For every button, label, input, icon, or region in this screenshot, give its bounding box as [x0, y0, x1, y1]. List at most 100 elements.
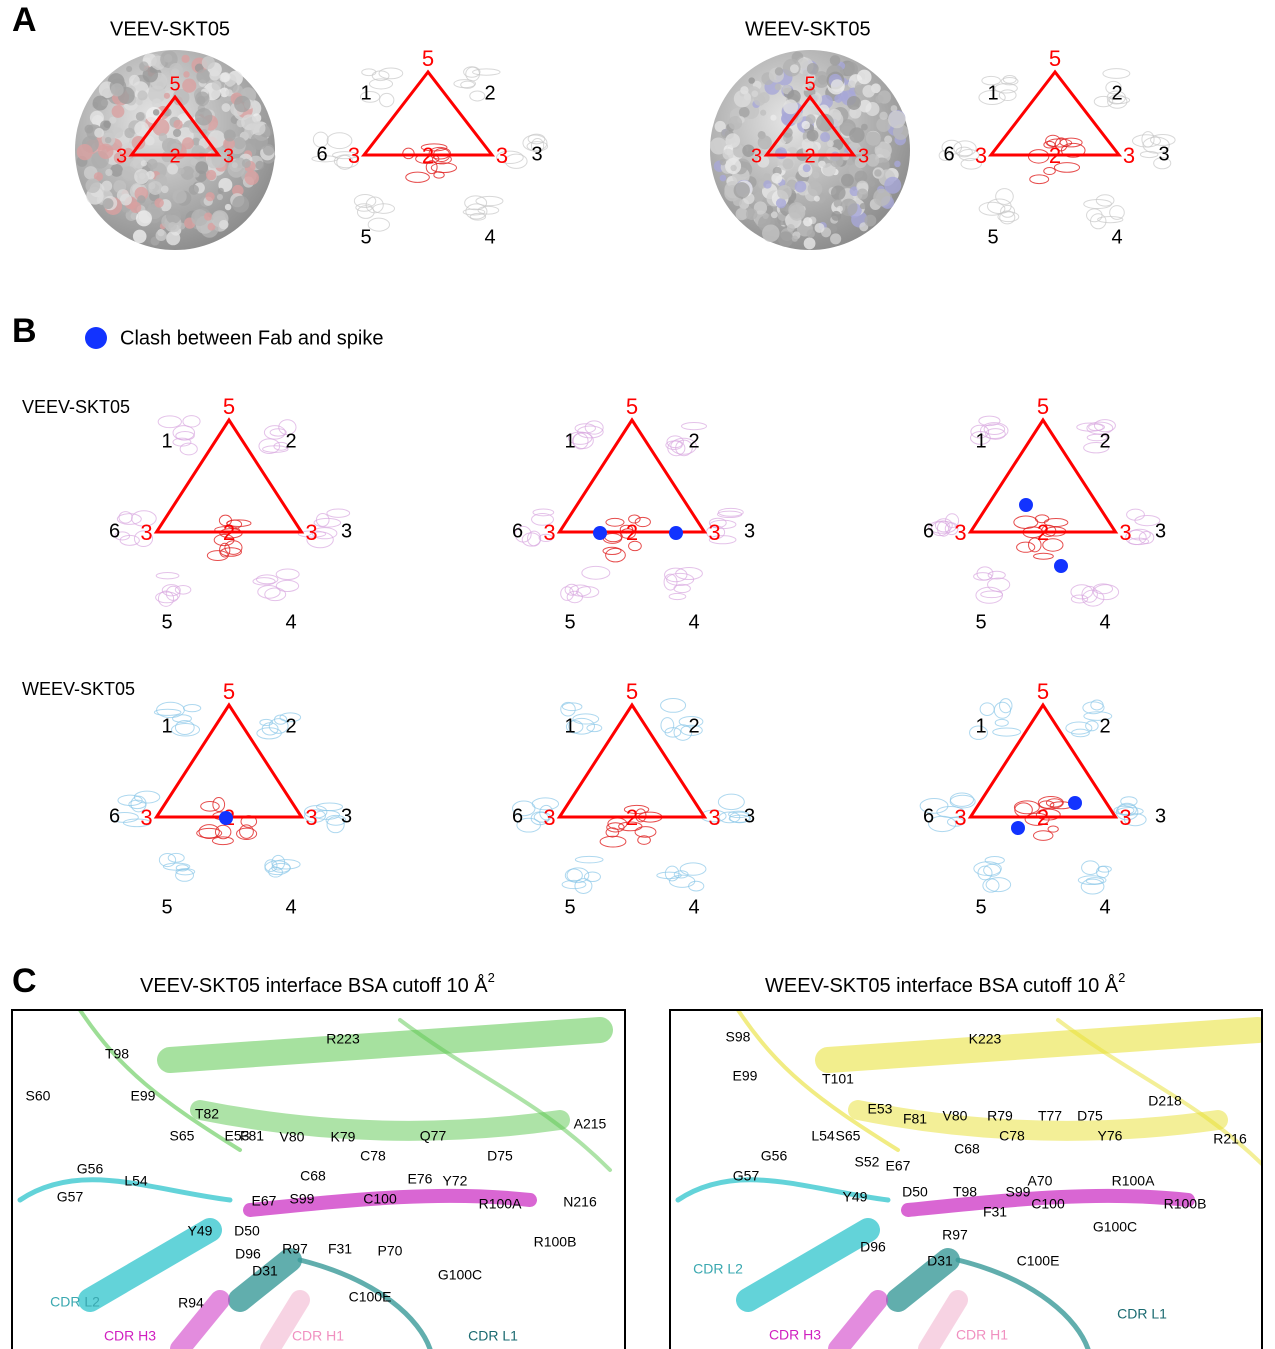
surface-bump: [85, 178, 100, 193]
surface-bump: [884, 177, 901, 194]
cdr-label: CDR H1: [956, 1327, 1008, 1343]
vertex-label: 3: [496, 143, 508, 168]
fab-blob: [1014, 516, 1038, 528]
ribbon: [90, 1230, 210, 1300]
surface-bump: [830, 55, 841, 66]
surface-bump: [196, 69, 210, 83]
surface-bump: [771, 173, 782, 184]
surface-bump: [775, 83, 782, 90]
residue-label: C100: [363, 1191, 397, 1207]
panel-title: WEEV-SKT05 interface BSA cutoff 10 Å2: [765, 970, 1125, 997]
unit-label: 5: [564, 896, 575, 918]
panel-label: A: [12, 1, 37, 39]
residue-label: R97: [942, 1227, 968, 1243]
figure: A VEEV-SKT05 WEEV-SKT05 B Clash between …: [0, 0, 1275, 1349]
residue-label: E53: [225, 1128, 250, 1144]
surface-bump: [770, 115, 776, 121]
density-blob: [470, 91, 485, 101]
surface-bump: [178, 168, 185, 175]
surface-bump: [101, 99, 108, 106]
density-blob: [993, 728, 1021, 736]
fab-blob: [1060, 138, 1082, 147]
density-blob: [680, 863, 706, 875]
surface-bump: [205, 192, 214, 201]
density-blob: [981, 591, 1003, 598]
surface-bump: [760, 110, 766, 116]
surface-bump: [808, 182, 823, 197]
surface-bump: [862, 85, 875, 98]
density-blob: [362, 69, 376, 76]
surface-bump: [112, 105, 125, 118]
surface-bump: [792, 236, 798, 242]
density-blob: [117, 514, 141, 525]
residue-label: Y49: [843, 1189, 868, 1205]
unit-label: 5: [161, 611, 172, 633]
ribbon: [928, 1300, 958, 1349]
unit-label: 5: [161, 896, 172, 918]
density-blob: [567, 591, 582, 602]
unit-label: 5: [564, 611, 575, 633]
residue-label: C78: [999, 1128, 1025, 1144]
surface-bump: [748, 77, 754, 83]
vertex-label: 2: [422, 143, 434, 168]
vertex-label: 3: [1119, 520, 1131, 545]
unit-label: 3: [1158, 143, 1169, 165]
residue-label: R79: [987, 1108, 1013, 1124]
residue-label: E99: [733, 1068, 758, 1084]
surface-bump: [849, 127, 865, 143]
vertex-label: 5: [626, 394, 638, 419]
residue-label: R97: [282, 1241, 308, 1257]
surface-bump: [173, 129, 181, 137]
residue-label: S99: [1006, 1184, 1031, 1200]
density-blob: [380, 93, 394, 106]
density-blob: [1000, 699, 1012, 713]
density-blob: [1066, 722, 1092, 734]
cdr-label: CDR L2: [693, 1261, 743, 1277]
surface-bump: [222, 103, 231, 112]
density-blob: [954, 141, 977, 156]
clash-marker: [1019, 498, 1033, 512]
unit-label: 3: [744, 520, 755, 542]
vertex-label: 3: [1123, 143, 1135, 168]
unit-label: 5: [360, 226, 371, 248]
density-blob: [158, 416, 181, 428]
residue-label: G100C: [438, 1267, 482, 1283]
residue-label: E67: [886, 1158, 911, 1174]
row-label: WEEV-SKT05: [22, 679, 135, 699]
vertex-label: 3: [305, 805, 317, 830]
surface-bump: [728, 116, 742, 130]
unit-label: 2: [1099, 715, 1110, 737]
unit-label: 1: [161, 430, 172, 452]
triangle: [157, 420, 302, 532]
structure-view: S98K223E99T101E53F81V80R79T77D75D218S65L…: [678, 1010, 1268, 1349]
unit-label: 2: [1111, 82, 1122, 104]
fab-blob: [1048, 826, 1058, 832]
unit-label: 2: [688, 715, 699, 737]
density-blob: [505, 154, 527, 168]
surface-bump: [245, 171, 259, 185]
surface-bump: [788, 202, 804, 218]
residue-label: R94: [178, 1295, 204, 1311]
residue-label: S52: [855, 1154, 880, 1170]
surface-bump: [775, 67, 783, 75]
surface-bump: [130, 202, 141, 213]
fab-blob: [221, 548, 242, 556]
surface-bump: [848, 80, 856, 88]
vertex-label: 3: [348, 143, 360, 168]
surface-bump: [875, 95, 883, 103]
unit-label: 6: [512, 805, 523, 827]
surface-bump: [156, 230, 167, 241]
surface-bump: [840, 199, 858, 217]
residue-label: G100C: [1093, 1219, 1137, 1235]
vertex-label: 5: [422, 46, 434, 71]
residue-label: D75: [1077, 1108, 1103, 1124]
density-blob: [996, 189, 1014, 205]
unit-label: 2: [688, 430, 699, 452]
density-blob: [465, 196, 487, 210]
unit-label: 6: [109, 805, 120, 827]
residue-label: S60: [26, 1088, 51, 1104]
density-blob: [466, 204, 487, 219]
surface-bump: [251, 121, 265, 135]
ribbon: [170, 1030, 600, 1060]
vertex-label: 3: [954, 805, 966, 830]
